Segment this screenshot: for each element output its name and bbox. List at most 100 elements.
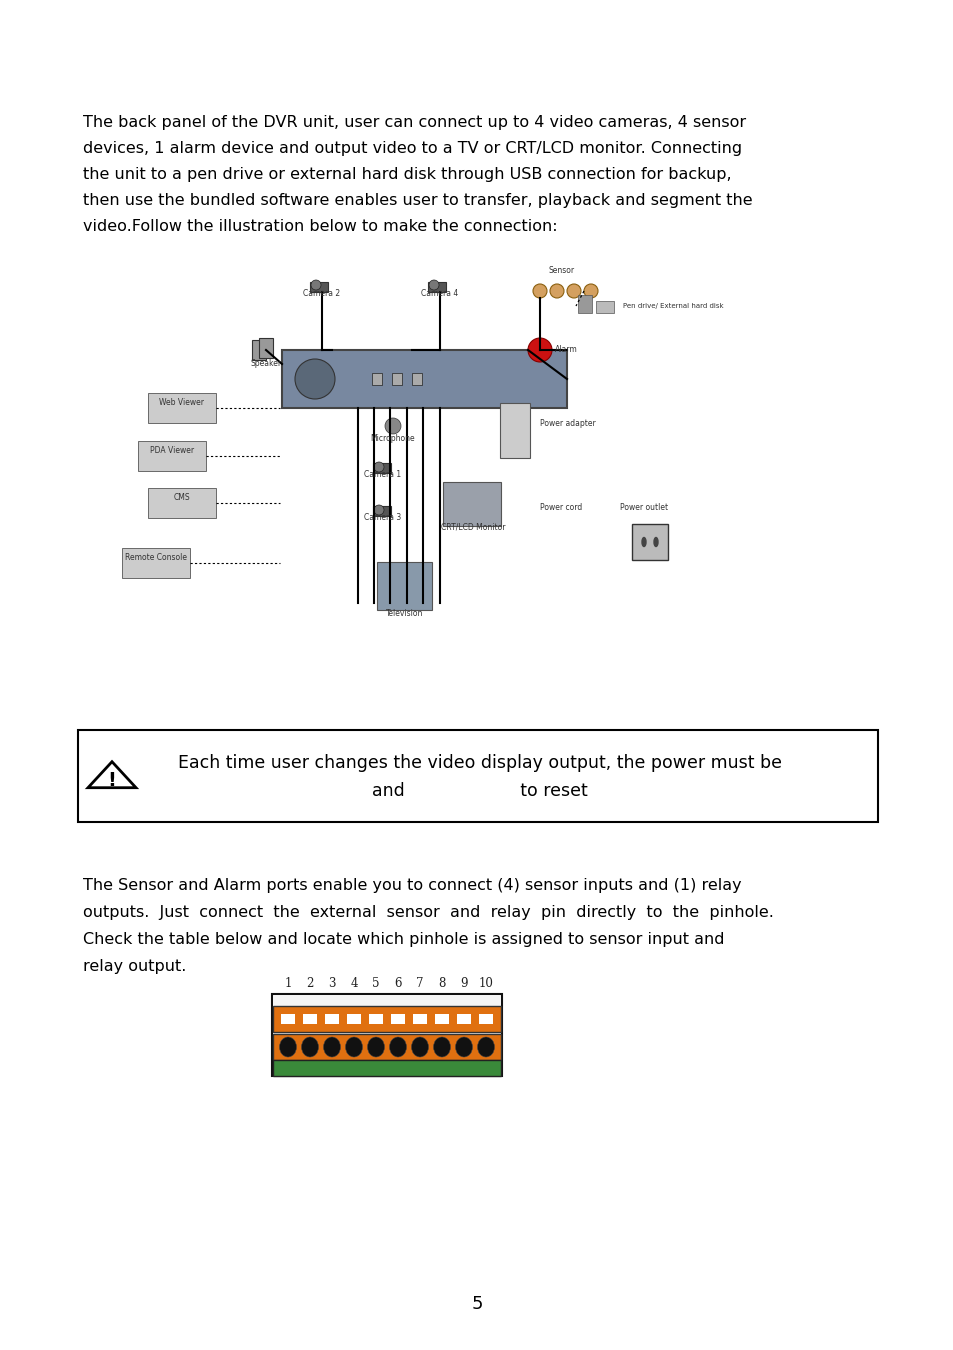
Text: relay output.: relay output.	[83, 958, 186, 973]
Bar	[252, 340, 266, 360]
Circle shape	[566, 284, 580, 298]
Text: Each time user changes the video display output, the power must be: Each time user changes the video display…	[178, 755, 781, 772]
Text: 7: 7	[416, 977, 423, 990]
Text: 5: 5	[471, 1295, 482, 1314]
Text: Speaker: Speaker	[251, 359, 281, 369]
Bar	[325, 1014, 338, 1025]
Ellipse shape	[367, 1037, 384, 1057]
Bar	[391, 1014, 405, 1025]
Circle shape	[385, 418, 400, 433]
Bar	[369, 1014, 382, 1025]
Text: CMS: CMS	[173, 493, 190, 502]
Text: Web Viewer: Web Viewer	[159, 398, 204, 406]
Bar	[412, 373, 421, 385]
Bar	[442, 482, 500, 526]
Text: 4: 4	[350, 977, 357, 990]
Text: and                     to reset: and to reset	[372, 782, 587, 801]
Ellipse shape	[389, 1037, 406, 1057]
Bar	[272, 994, 501, 1076]
Text: 8: 8	[437, 977, 445, 990]
Ellipse shape	[345, 1037, 362, 1057]
Polygon shape	[88, 761, 136, 787]
Bar	[273, 996, 500, 1006]
Text: The back panel of the DVR unit, user can connect up to 4 video cameras, 4 sensor: The back panel of the DVR unit, user can…	[83, 115, 745, 130]
Text: Power cord: Power cord	[539, 504, 581, 513]
Text: outputs.  Just  connect  the  external  sensor  and  relay  pin  directly  to  t: outputs. Just connect the external senso…	[83, 904, 773, 919]
Ellipse shape	[641, 537, 645, 547]
Bar	[499, 404, 530, 458]
Bar	[428, 282, 446, 292]
Circle shape	[374, 462, 384, 472]
Bar	[456, 1014, 471, 1025]
Text: Power outlet: Power outlet	[619, 504, 667, 513]
Bar	[138, 441, 206, 471]
Bar	[347, 1014, 360, 1025]
Circle shape	[527, 338, 552, 362]
Bar	[392, 373, 401, 385]
Ellipse shape	[279, 1037, 296, 1057]
Ellipse shape	[477, 1037, 494, 1057]
Ellipse shape	[411, 1037, 428, 1057]
Bar	[78, 730, 877, 822]
Ellipse shape	[323, 1037, 340, 1057]
Text: !: !	[108, 771, 116, 790]
Bar	[478, 1014, 493, 1025]
Text: Alarm: Alarm	[555, 346, 578, 355]
Text: Sensor: Sensor	[548, 266, 575, 275]
Ellipse shape	[433, 1037, 450, 1057]
Text: 6: 6	[394, 977, 401, 990]
Circle shape	[429, 279, 438, 290]
Circle shape	[294, 359, 335, 400]
Bar	[578, 296, 592, 313]
Text: the unit to a pen drive or external hard disk through USB connection for backup,: the unit to a pen drive or external hard…	[83, 167, 731, 182]
Bar	[122, 548, 190, 578]
Text: Television: Television	[386, 609, 423, 618]
Text: 5: 5	[372, 977, 379, 990]
Text: 9: 9	[459, 977, 467, 990]
Circle shape	[583, 284, 598, 298]
Bar	[373, 506, 391, 516]
Text: 1: 1	[284, 977, 292, 990]
Bar	[373, 463, 391, 472]
Bar	[273, 1060, 500, 1076]
Bar	[282, 350, 566, 408]
Text: CRT/LCD Monitor: CRT/LCD Monitor	[440, 522, 505, 532]
Bar	[435, 1014, 449, 1025]
Bar	[258, 338, 273, 358]
Text: Pen drive/ External hard disk: Pen drive/ External hard disk	[622, 302, 723, 309]
Bar	[376, 562, 432, 610]
Bar	[413, 1014, 427, 1025]
Circle shape	[311, 279, 320, 290]
Circle shape	[550, 284, 563, 298]
Bar	[148, 487, 215, 518]
Bar	[596, 301, 614, 313]
Text: Camera 1: Camera 1	[364, 470, 401, 479]
Ellipse shape	[301, 1037, 318, 1057]
Text: The Sensor and Alarm ports enable you to connect (4) sensor inputs and (1) relay: The Sensor and Alarm ports enable you to…	[83, 878, 740, 892]
Text: Power adapter: Power adapter	[539, 418, 595, 428]
Text: Camera 4: Camera 4	[421, 289, 458, 298]
Circle shape	[533, 284, 546, 298]
Bar	[281, 1014, 294, 1025]
Text: 3: 3	[328, 977, 335, 990]
Text: Check the table below and locate which pinhole is assigned to sensor input and: Check the table below and locate which p…	[83, 931, 723, 946]
Circle shape	[374, 505, 384, 514]
Text: Remote Console: Remote Console	[125, 554, 187, 562]
Text: 10: 10	[478, 977, 493, 990]
Bar	[273, 1034, 500, 1060]
Ellipse shape	[654, 537, 658, 547]
Bar	[273, 1006, 500, 1031]
Bar	[148, 393, 215, 423]
Text: Camera 2: Camera 2	[303, 289, 340, 298]
Text: devices, 1 alarm device and output video to a TV or CRT/LCD monitor. Connecting: devices, 1 alarm device and output video…	[83, 140, 741, 157]
Text: video.Follow the illustration below to make the connection:: video.Follow the illustration below to m…	[83, 219, 558, 234]
Ellipse shape	[455, 1037, 472, 1057]
Text: Microphone: Microphone	[371, 433, 415, 443]
Bar	[631, 524, 667, 560]
Text: Camera 3: Camera 3	[364, 513, 401, 522]
Text: PDA Viewer: PDA Viewer	[150, 446, 193, 455]
Bar	[310, 282, 328, 292]
Text: then use the bundled software enables user to transfer, playback and segment the: then use the bundled software enables us…	[83, 193, 752, 208]
Bar	[303, 1014, 316, 1025]
Text: 2: 2	[306, 977, 314, 990]
